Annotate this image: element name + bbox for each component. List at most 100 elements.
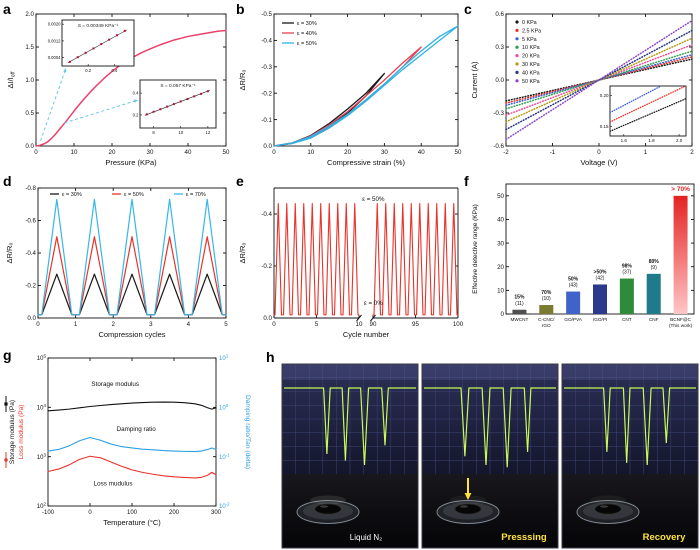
svg-text:-100: -100 [42, 510, 55, 516]
b-series-1 [273, 46, 422, 147]
panel-letter-d: d [3, 173, 12, 189]
svg-text:-0.2: -0.2 [25, 283, 36, 290]
g-series-1 [47, 455, 217, 479]
b-legend-1: ε = 40% [297, 31, 317, 37]
svg-text:50: 50 [455, 149, 462, 156]
photo-1: Presssing [421, 363, 559, 549]
svg-text:12: 12 [206, 130, 211, 135]
svg-text:-0.3: -0.3 [493, 110, 504, 117]
svg-text:0: 0 [501, 311, 505, 318]
svg-text:-2: -2 [503, 149, 509, 156]
nitrogen-mist [310, 495, 346, 505]
svg-text:1: 1 [74, 321, 78, 328]
c-legend-7: 50 KPa [522, 79, 540, 85]
svg-text:50: 50 [497, 193, 504, 200]
g-storage-axis-glyph [4, 402, 8, 406]
b-legend-2: ε = 50% [297, 41, 317, 47]
svg-text:20: 20 [344, 149, 351, 156]
svg-text:101: 101 [219, 354, 229, 363]
svg-text:1.0: 1.0 [25, 77, 34, 84]
svg-text:(43): (43) [569, 283, 578, 289]
d-series-1 [37, 236, 227, 316]
chart-cycle-durability: 0.0 -0.2 -0.4 0 5 10 90 95 100 ε = 50% ε = 0% Cycle… [238, 187, 464, 339]
a-inset-1-sensitivity-label: S = 0.057 KPa⁻¹ [160, 83, 196, 89]
svg-text:(9): (9) [651, 265, 657, 271]
svg-text:10-1: 10-1 [219, 452, 230, 461]
svg-text:5: 5 [224, 321, 228, 328]
b-series-2 [273, 25, 459, 147]
f-category-6: BCNF@C [670, 317, 692, 322]
svg-text:-0.4: -0.4 [261, 211, 272, 218]
f-bar-4 [619, 278, 634, 314]
g-y-label-storage: Storage modulus (Pa) [9, 400, 16, 464]
svg-text:90: 90 [370, 321, 377, 328]
chart-strain-hysteresis: 0 10 20 30 40 50 0.0 -0.1 -0.2 -0.3 -0.4 -0.5 Compre… [238, 11, 462, 167]
svg-text:100: 100 [219, 403, 229, 412]
svg-text:0: 0 [597, 149, 601, 156]
svg-text:200: 200 [169, 510, 180, 516]
svg-text:-1: -1 [550, 149, 556, 156]
pressing-arrow [464, 493, 472, 500]
f-category-1: rGO [542, 323, 551, 328]
svg-text:30: 30 [381, 149, 388, 156]
svg-text:0.6: 0.6 [495, 11, 504, 18]
svg-text:-0.1: -0.1 [261, 117, 272, 124]
photo-strip-liquid-nitrogen-test: Liquid N₂ Presssing Recovery [281, 363, 699, 549]
svg-text:-0.6: -0.6 [493, 143, 504, 150]
svg-text:40: 40 [497, 217, 504, 224]
panel-letter-b: b [236, 1, 245, 17]
svg-text:0.2: 0.2 [85, 68, 91, 73]
svg-text:-0.5: -0.5 [261, 11, 272, 18]
svg-text:20: 20 [109, 149, 116, 156]
svg-text:40: 40 [185, 149, 192, 156]
svg-text:-0.4: -0.4 [25, 250, 36, 257]
aerogel-sample [314, 503, 342, 515]
svg-text:30: 30 [497, 240, 504, 247]
svg-text:2.0: 2.0 [25, 11, 34, 18]
svg-text:15%: 15% [514, 295, 525, 301]
svg-text:>50%: >50% [594, 269, 607, 275]
f-category-0: MWCNT [510, 317, 528, 322]
e-waveform-segment-1 [372, 203, 459, 316]
svg-text:40: 40 [418, 149, 425, 156]
photo-caption-0: Liquid N₂ [350, 533, 382, 542]
chart-dma-temperature: -100 0 100 200 300 102 103 104 105 10-2 10-1 100 101… [4, 354, 251, 527]
g-loss-axis-glyph [4, 458, 8, 462]
g-series-2 [47, 436, 217, 453]
svg-text:-0.8: -0.8 [25, 185, 36, 192]
b-x-axis-label: Compressive strain (%) [327, 158, 405, 167]
svg-text:10: 10 [178, 130, 183, 135]
svg-text:0.4: 0.4 [133, 91, 139, 96]
svg-text:0: 0 [272, 321, 276, 328]
d-series-0 [37, 273, 227, 316]
a-x-axis-label: Pressure (KPa) [105, 158, 157, 167]
g-curve-label-0: Storage modulus [91, 381, 139, 388]
svg-text:105: 105 [37, 354, 47, 363]
svg-text:-0.2: -0.2 [261, 263, 272, 270]
d-legend-0: ε = 30% [62, 192, 82, 198]
e-waveform-segment-0 [273, 203, 360, 316]
svg-text:80%: 80% [649, 259, 660, 265]
svg-text:4: 4 [187, 321, 191, 328]
chart-iv-curves: -2 -1 0 1 2 -0.6 -0.3 0.0 0.3 0.6 Voltage (V) Curre… [470, 11, 694, 167]
svg-text:0.0: 0.0 [27, 315, 36, 322]
panel-letter-h: h [266, 349, 275, 365]
d-x-axis-label: Compression cycles [98, 330, 165, 339]
svg-text:1.6: 1.6 [621, 138, 628, 143]
a-series-response [35, 29, 227, 147]
f-bar-6 [673, 195, 688, 314]
svg-text:104: 104 [37, 403, 47, 412]
svg-text:0: 0 [36, 321, 40, 328]
f-top-label: > 70% [671, 186, 690, 193]
svg-text:10: 10 [71, 149, 78, 156]
svg-text:20: 20 [497, 264, 504, 271]
d-y-axis-label: ΔR/R₀ [5, 242, 14, 263]
svg-text:10: 10 [497, 288, 504, 295]
svg-text:-0.6: -0.6 [25, 218, 36, 225]
panel-letter-c: c [464, 1, 472, 17]
c-series-7 [505, 19, 693, 141]
f-bar-0 [512, 309, 527, 314]
svg-text:(37): (37) [622, 270, 631, 276]
photo-caption-1: Presssing [501, 532, 547, 543]
svg-text:2: 2 [690, 149, 694, 156]
